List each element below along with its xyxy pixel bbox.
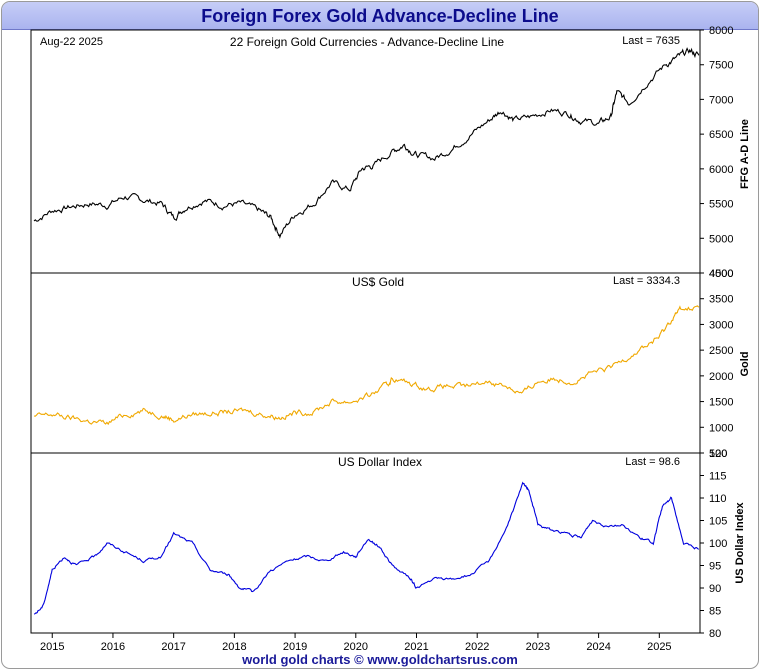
y-tick-label: 500 [709, 448, 727, 460]
y-tick-label: 105 [709, 516, 727, 528]
date-label: Aug-22 2025 [40, 36, 103, 48]
series-line-3 [33, 481, 700, 615]
x-tick-label: 2021 [404, 641, 428, 653]
y-tick-label: 100 [709, 538, 727, 550]
panel3-title: US Dollar Index [338, 455, 422, 469]
y-tick-label: 110 [709, 493, 727, 505]
plot-border [30, 29, 701, 634]
panel1-ylabel: FFG A-D Line [739, 119, 751, 189]
y-tick-label: 1500 [709, 397, 733, 409]
x-tick-label: 2020 [344, 641, 368, 653]
x-tick-label: 2016 [101, 641, 125, 653]
y-tick-label: 95 [709, 561, 721, 573]
footer-credit: world gold charts © www.goldchartsrus.co… [242, 652, 518, 667]
panel1-last: Last = 7635 [622, 35, 680, 47]
y-tick-label: 4500 [709, 268, 733, 280]
x-tick-label: 2024 [586, 641, 610, 653]
y-tick-label: 2000 [709, 371, 733, 383]
panel2-title: US$ Gold [352, 275, 404, 289]
y-tick-label: 3500 [709, 294, 733, 306]
panel2-last: Last = 3334.3 [613, 275, 680, 287]
y-tick-label: 2500 [709, 345, 733, 357]
panel1-title: 22 Foreign Gold Currencies - Advance-Dec… [230, 35, 504, 49]
y-tick-label: 115 [709, 471, 727, 483]
y-tick-label: 5000 [709, 233, 733, 245]
y-tick-label: 120 [709, 448, 727, 460]
y-tick-label: 5500 [709, 199, 733, 211]
x-tick-label: 2018 [222, 641, 246, 653]
panel3-last: Last = 98.6 [625, 456, 680, 468]
y-tick-label: 3000 [709, 319, 733, 331]
y-tick-label: 90 [709, 583, 721, 595]
x-tick-label: 2023 [526, 641, 550, 653]
series-line-1 [33, 47, 700, 239]
y-tick-label: 6500 [709, 129, 733, 141]
panel3-ylabel: US Dollar Index [734, 501, 746, 583]
x-tick-label: 2019 [283, 641, 307, 653]
y-tick-label: 7500 [709, 60, 733, 72]
x-tick-label: 2022 [465, 641, 489, 653]
x-tick-label: 2015 [40, 641, 64, 653]
y-tick-label: 8000 [709, 25, 733, 37]
series-line-2 [33, 305, 700, 426]
y-tick-label: 6000 [709, 164, 733, 176]
y-tick-label: 85 [709, 606, 721, 618]
y-tick-label: 4000 [709, 268, 733, 280]
y-tick-label: 1000 [709, 422, 733, 434]
panel2-ylabel: Gold [739, 351, 751, 376]
y-tick-label: 80 [709, 628, 721, 640]
x-tick-label: 2017 [161, 641, 185, 653]
y-tick-label: 7000 [709, 94, 733, 106]
x-tick-label: 2025 [647, 641, 671, 653]
